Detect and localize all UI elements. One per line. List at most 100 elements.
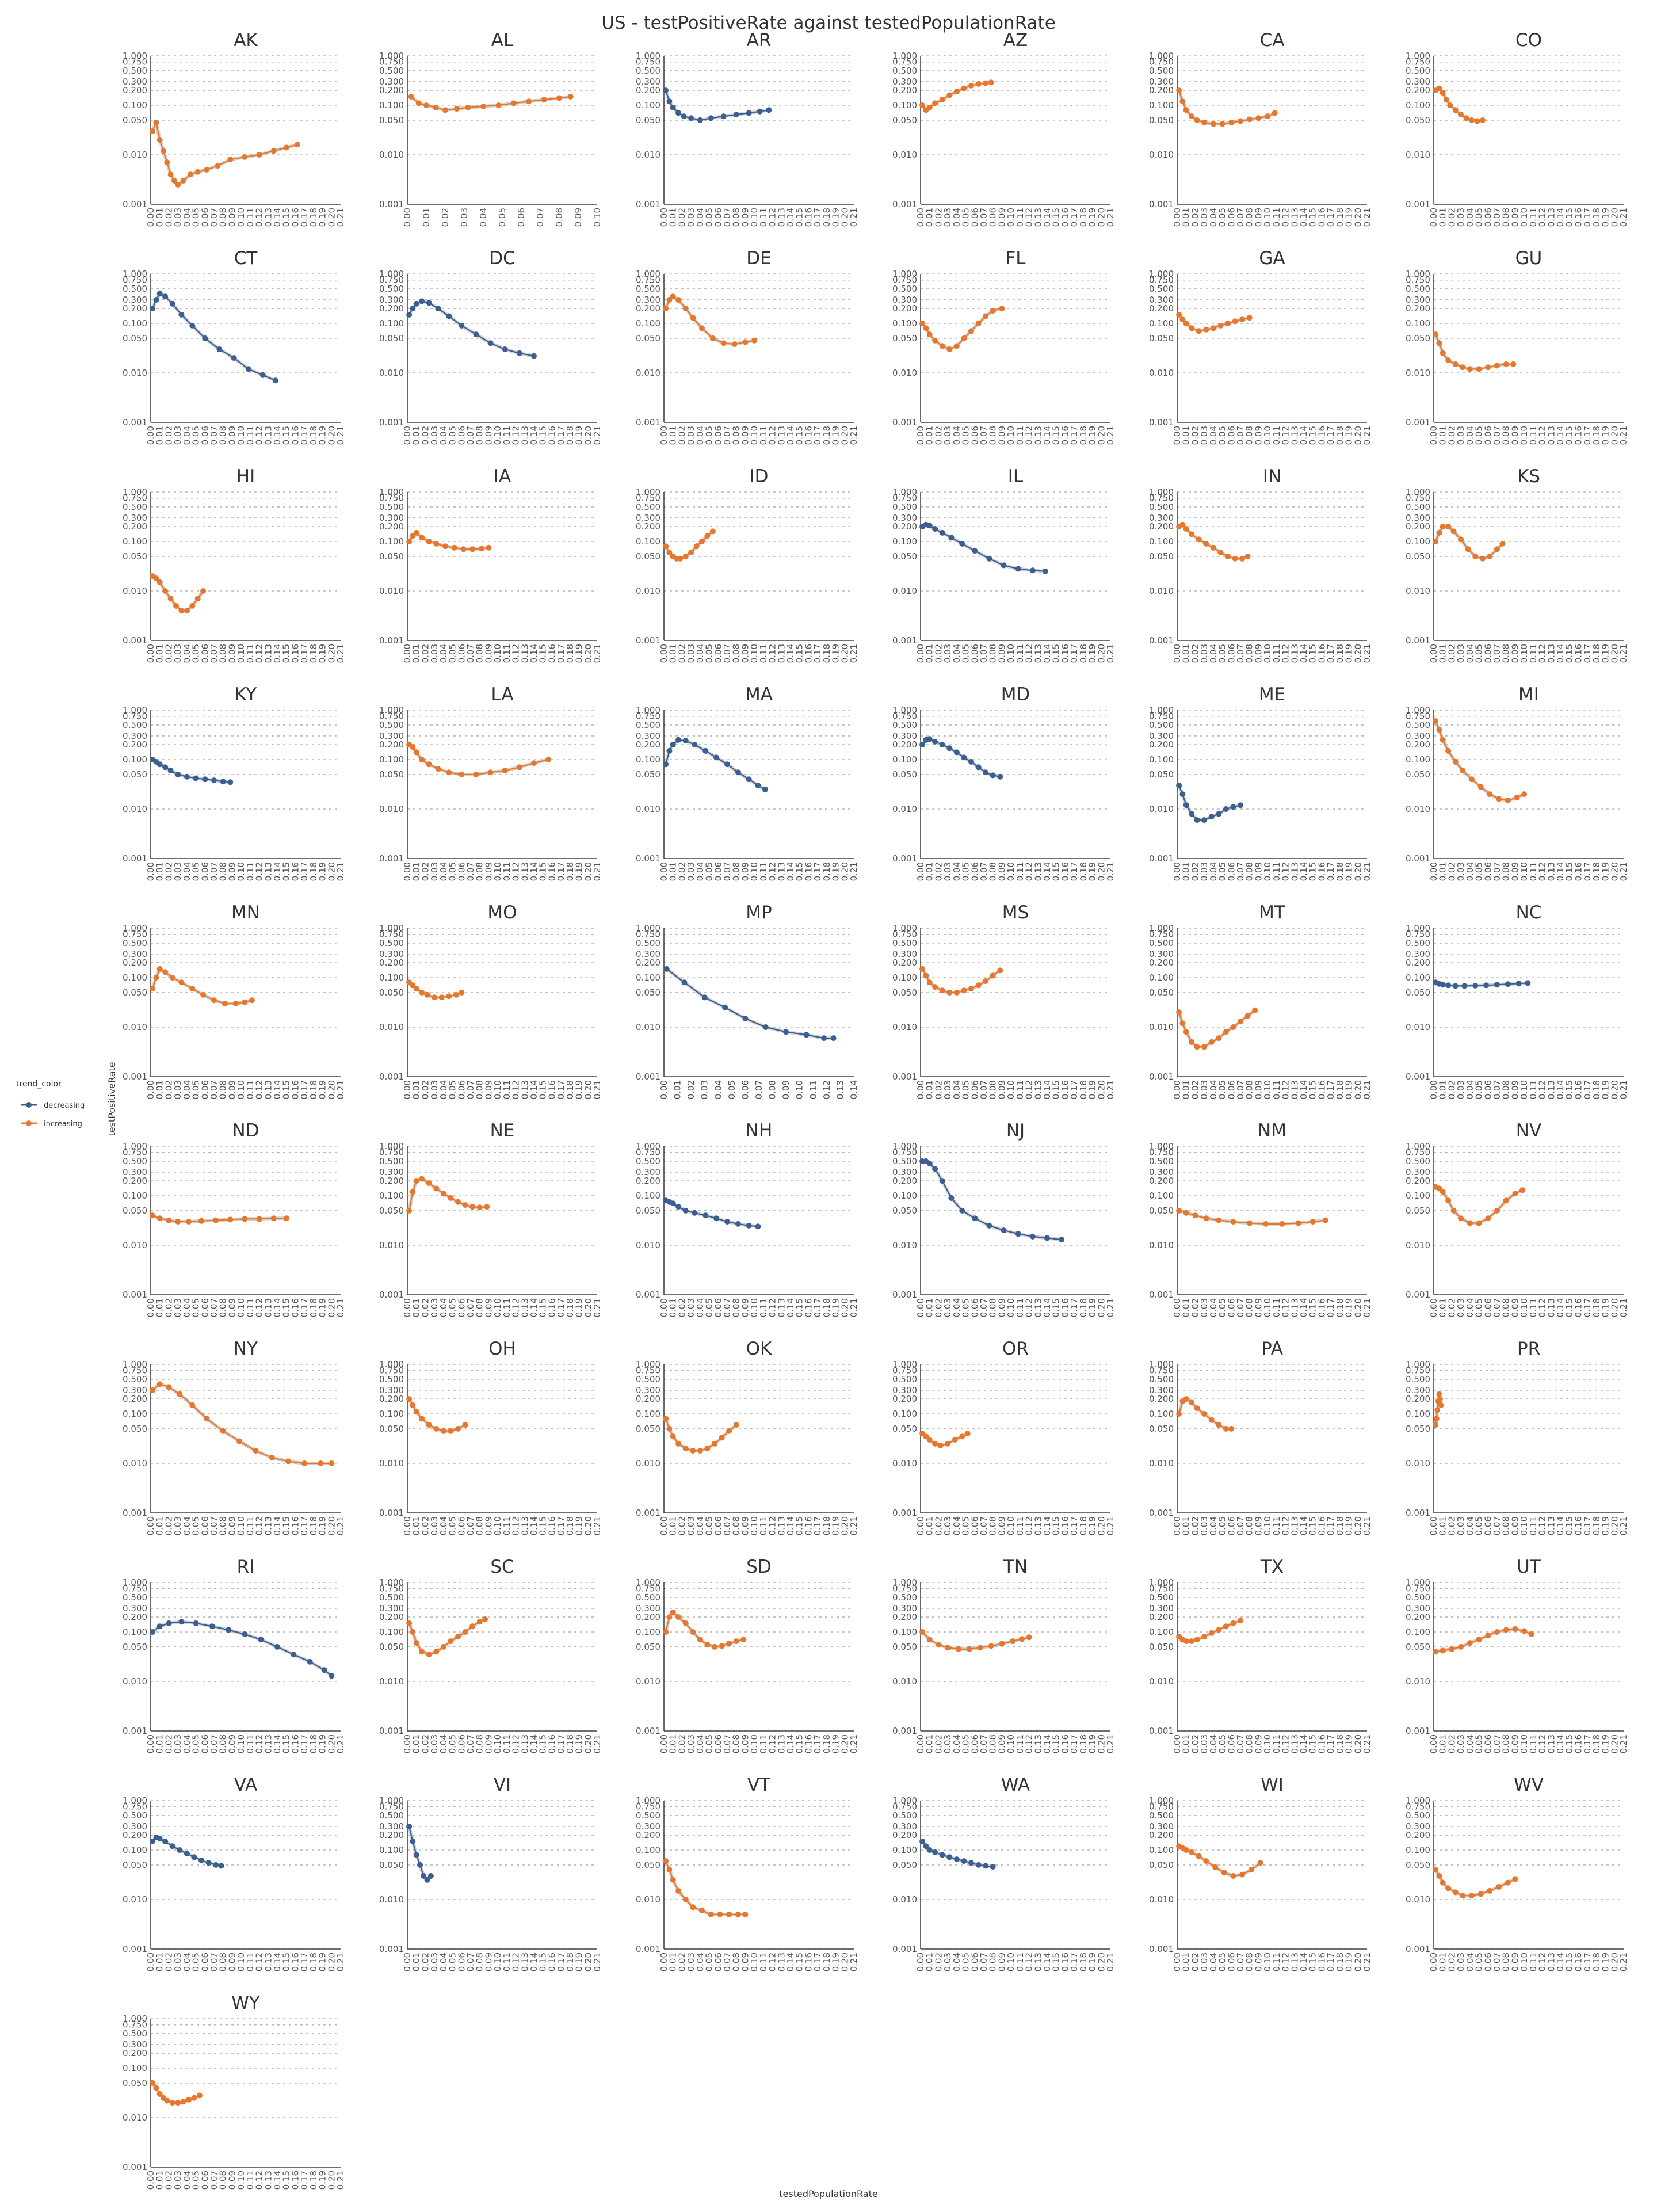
data-point	[448, 1195, 454, 1201]
data-point	[719, 1435, 725, 1441]
x-tick-label: 0.18	[1591, 426, 1602, 445]
data-point	[932, 526, 938, 532]
y-tick-label: 0.100	[1406, 1627, 1430, 1637]
x-tick-label: 0.06	[456, 1952, 467, 1971]
data-point	[1505, 797, 1511, 803]
data-point	[926, 1160, 933, 1166]
x-tick-label: 0.13	[1033, 426, 1043, 445]
y-tick-label: 0.050	[892, 551, 917, 562]
data-point	[1437, 1396, 1443, 1402]
data-point	[178, 1619, 185, 1625]
x-tick-label: 0.19	[318, 426, 328, 445]
x-tick-label: 0.05	[1474, 426, 1484, 445]
y-tick-label: 0.050	[636, 551, 660, 562]
data-point	[682, 1897, 689, 1902]
x-tick-label: 0.12	[768, 1298, 778, 1317]
x-tick-label: 0.12	[822, 1080, 832, 1099]
x-tick-label: 0.01	[1181, 1298, 1192, 1317]
data-point	[169, 300, 175, 307]
x-tick-label: 0.21	[592, 644, 602, 663]
trend-band	[151, 292, 277, 383]
y-tick-label: 0.050	[123, 333, 147, 344]
data-point	[975, 321, 982, 326]
x-tick-label: 0.13	[1546, 1516, 1556, 1535]
y-tick-label: 0.750	[1149, 57, 1174, 67]
x-tick-label: 0.06	[1483, 426, 1493, 445]
data-point	[952, 1437, 958, 1443]
data-point	[675, 1887, 682, 1894]
data-point	[926, 1637, 933, 1643]
y-tick-label: 0.200	[379, 85, 404, 96]
x-tick-label: 0.05	[704, 644, 715, 663]
data-point	[726, 1428, 732, 1434]
panel-title: NC	[1516, 902, 1542, 923]
y-tick-label: 0.010	[1406, 1240, 1430, 1250]
data-point	[926, 523, 933, 529]
x-tick-label: 0.12	[1024, 1734, 1034, 1753]
x-tick-label: 0.08	[218, 1080, 228, 1099]
y-tick-label: 0.200	[892, 85, 917, 96]
y-tick-label: 0.010	[1406, 1894, 1430, 1905]
data-point	[1444, 97, 1449, 103]
y-tick-label: 0.010	[892, 804, 917, 814]
x-tick-label: 0.02	[1190, 426, 1200, 445]
y-tick-label: 0.750	[636, 1366, 660, 1376]
x-tick-label: 0.04	[438, 1298, 449, 1317]
y-tick-label: 0.750	[636, 275, 660, 285]
panel-wi: WI0.0010.0100.0500.1000.2000.3000.5000.7…	[1149, 1775, 1372, 1971]
x-tick-label: 0.00	[402, 426, 413, 445]
x-tick-label: 0.11	[1015, 644, 1025, 663]
x-tick-label: 0.04	[1465, 1298, 1475, 1317]
x-tick-label: 0.00	[146, 1080, 156, 1099]
data-point	[1494, 1207, 1500, 1214]
data-point	[531, 353, 537, 359]
y-tick-label: 0.010	[123, 586, 147, 596]
y-tick-label: 0.200	[892, 521, 917, 532]
data-point	[1059, 1237, 1065, 1243]
x-tick-label: 0.04	[182, 644, 192, 663]
data-point	[690, 315, 696, 321]
x-tick-label: 0.09	[997, 1080, 1007, 1099]
x-tick-label: 0.01	[1181, 644, 1192, 663]
data-point	[424, 1877, 430, 1883]
y-tick-label: 0.300	[892, 731, 917, 741]
x-tick-label: 0.16	[1316, 426, 1327, 445]
series-line	[1435, 1869, 1515, 1897]
x-tick-label: 0.05	[961, 1516, 971, 1535]
x-tick-label: 0.13	[1033, 862, 1043, 881]
x-tick-label: 0.07	[1492, 1080, 1502, 1099]
data-point	[988, 1643, 994, 1649]
x-tick-label: 0.03	[1199, 208, 1209, 227]
data-point	[156, 2091, 163, 2097]
x-tick-label: 0.07	[754, 1080, 764, 1099]
x-tick-label: 0.19	[318, 1734, 328, 1753]
y-tick-label: 0.500	[892, 66, 917, 76]
y-tick-label: 0.050	[636, 987, 660, 998]
x-tick-label: 0.05	[704, 862, 715, 881]
y-tick-label: 1.000	[636, 705, 660, 715]
x-tick-label: 0.19	[831, 1952, 841, 1971]
x-tick-label: 0.05	[961, 208, 971, 227]
x-tick-label: 0.02	[933, 1516, 944, 1535]
x-tick-label: 0.10	[492, 1734, 503, 1753]
x-tick-label: 0.07	[465, 644, 476, 663]
x-tick-label: 0.06	[456, 1516, 467, 1535]
x-tick-label: 0.20	[583, 1298, 593, 1317]
y-tick-label: 0.100	[123, 100, 147, 110]
y-tick-label: 0.300	[892, 1385, 917, 1395]
x-tick-label: 0.11	[1015, 1516, 1025, 1535]
x-tick-label: 0.00	[1172, 862, 1182, 881]
x-tick-label: 0.20	[1096, 1952, 1106, 1971]
data-point	[675, 1204, 682, 1210]
y-tick-label: 0.100	[123, 2063, 147, 2073]
data-point	[1212, 1864, 1218, 1870]
x-tick-label: 0.07	[979, 644, 989, 663]
y-tick-label: 0.001	[892, 1071, 917, 1082]
y-tick-label: 0.200	[379, 521, 404, 532]
y-tick-label: 0.100	[123, 1627, 147, 1637]
x-tick-label: 0.11	[502, 1734, 512, 1753]
x-tick-label: 0.11	[1528, 1080, 1538, 1099]
y-tick-label: 0.001	[1149, 1944, 1174, 1954]
y-tick-label: 0.300	[636, 513, 660, 523]
x-tick-label: 0.14	[1299, 208, 1309, 227]
